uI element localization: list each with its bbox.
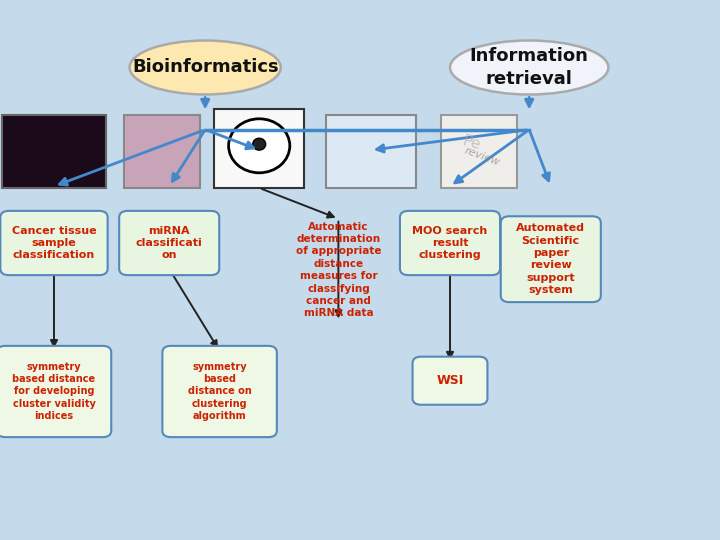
Text: MOO search
result
clustering: MOO search result clustering <box>413 226 487 260</box>
Ellipse shape <box>229 119 289 173</box>
FancyBboxPatch shape <box>0 211 108 275</box>
FancyBboxPatch shape <box>325 115 416 188</box>
FancyBboxPatch shape <box>441 115 517 188</box>
Text: symmetry
based
distance on
clustering
algorithm: symmetry based distance on clustering al… <box>188 362 251 421</box>
FancyBboxPatch shape <box>0 346 111 437</box>
FancyBboxPatch shape <box>125 115 200 188</box>
FancyBboxPatch shape <box>215 109 304 188</box>
Text: symmetry
based distance
for developing
cluster validity
indices: symmetry based distance for developing c… <box>12 362 96 421</box>
FancyBboxPatch shape <box>119 211 220 275</box>
FancyBboxPatch shape <box>413 357 487 405</box>
Text: WSI: WSI <box>436 374 464 387</box>
Text: Information
retrieval: Information retrieval <box>469 48 589 87</box>
Text: Bioinformatics: Bioinformatics <box>132 58 279 77</box>
Text: miRNA
classificati
on: miRNA classificati on <box>136 226 202 260</box>
Ellipse shape <box>253 138 266 150</box>
Ellipse shape <box>130 40 281 94</box>
Ellipse shape <box>450 40 608 94</box>
FancyBboxPatch shape <box>400 211 500 275</box>
Text: Automated
Scientific
paper
review
support
system: Automated Scientific paper review suppor… <box>516 223 585 295</box>
FancyBboxPatch shape <box>2 115 107 188</box>
Text: review: review <box>463 146 502 167</box>
Text: Pe: Pe <box>461 133 482 153</box>
Text: Cancer tissue
sample
classification: Cancer tissue sample classification <box>12 226 96 260</box>
FancyBboxPatch shape <box>501 216 601 302</box>
FancyBboxPatch shape <box>162 346 276 437</box>
Text: Automatic
determination
of appropriate
distance
measures for
classifying
cancer : Automatic determination of appropriate d… <box>296 221 381 319</box>
